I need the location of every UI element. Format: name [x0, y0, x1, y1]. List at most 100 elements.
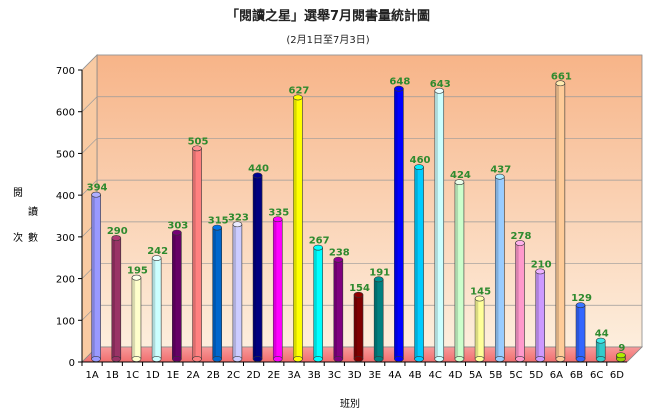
bar-5B [494, 173, 505, 362]
bar-shade [111, 238, 115, 359]
y-tick-label: 400 [56, 191, 75, 202]
bar-top-cap [333, 256, 344, 263]
bar-1E [172, 229, 182, 362]
data-label: 154 [349, 283, 370, 294]
bar-3C [333, 256, 344, 362]
bar-5D [535, 268, 545, 362]
bar-4C [434, 87, 445, 362]
data-label: 424 [450, 170, 471, 181]
bar-base-cap [595, 356, 606, 362]
x-tick-label: 5D [529, 370, 543, 381]
data-label: 315 [208, 216, 229, 227]
bar-3A [293, 94, 303, 362]
x-tick-label: 3D [347, 370, 361, 381]
data-label: 238 [329, 248, 350, 259]
bar-4B [414, 164, 424, 362]
x-tick-label: 4A [388, 370, 401, 381]
y-tick-label: 600 [56, 108, 75, 119]
bar-top-cap [131, 274, 142, 281]
data-label: 267 [309, 236, 330, 247]
data-label: 323 [228, 212, 249, 223]
bar-shade [434, 90, 438, 359]
bar-1A [91, 191, 101, 362]
data-label: 290 [107, 226, 128, 237]
data-label: 627 [289, 85, 310, 96]
y-tick-label: 500 [56, 149, 75, 160]
x-tick-label: 5A [469, 370, 482, 381]
gridline [81, 96, 642, 112]
x-tick-label: 2D [247, 370, 261, 381]
bar-4D [454, 179, 465, 362]
bar-shade [515, 243, 519, 359]
bars [91, 80, 626, 362]
x-axis: 1A 1B 1C 1D 1E 2A 2B 2C 2D 2E 3A 3B 3C 3D 3E 4A 4B 4C 4D 5A… [81, 361, 627, 381]
bar-top-cap [434, 87, 445, 94]
bar-base-cap [313, 356, 323, 362]
bar-shade [232, 224, 237, 359]
bar-top-cap [272, 216, 283, 223]
x-tick-label: 3E [368, 370, 381, 381]
bar-shade [131, 277, 136, 359]
bar-shade [394, 88, 398, 359]
bar-base-cap [333, 356, 344, 362]
data-label: 145 [470, 287, 491, 298]
bar-4A [394, 85, 404, 362]
x-axis-title: 班別 [340, 398, 360, 410]
data-label: 460 [410, 155, 431, 166]
data-label: 129 [571, 293, 592, 304]
data-label: 437 [490, 165, 511, 176]
data-label: 335 [268, 207, 289, 218]
data-label: 9 [618, 343, 625, 354]
bar-shade [475, 298, 479, 359]
x-tick-label: 6D [610, 370, 624, 381]
data-label: 242 [147, 246, 168, 257]
bar-base-cap [434, 356, 445, 362]
bar-shade [152, 258, 156, 359]
x-tick-label: 2C [227, 370, 240, 381]
bar-top-cap [454, 179, 465, 186]
bar-base-cap [515, 356, 525, 362]
bar-shade [555, 83, 560, 360]
bar-3E [373, 276, 384, 362]
bar-top-cap [595, 337, 606, 344]
gridline [81, 138, 642, 154]
x-tick-label: 1B [106, 370, 119, 381]
bar-shade [333, 259, 337, 359]
y-axis-title-char: 閱 [13, 187, 23, 199]
bar-top-cap [172, 229, 182, 236]
bar-base-cap [454, 356, 465, 362]
bar-top-cap [313, 244, 323, 251]
y-axis-title-char: 讀 [28, 205, 38, 218]
x-tick-label: 1A [85, 370, 98, 381]
data-label: 394 [87, 183, 108, 194]
bar-2C [232, 221, 243, 362]
chart-subtitle: (2月1日至7月3日) [286, 34, 369, 46]
data-label: 210 [531, 259, 552, 270]
x-tick-label: 1D [146, 370, 160, 381]
y-axis: 0 100 200 300 400 500 600 700 [56, 66, 83, 369]
bar-base-cap [232, 356, 243, 362]
bar-base-cap [555, 356, 566, 362]
bar-shade [293, 97, 297, 360]
x-tick-label: 5C [509, 370, 522, 381]
y-tick-label: 0 [69, 358, 75, 369]
bar-top-cap [616, 352, 626, 359]
bar-2E [272, 216, 283, 362]
data-label: 648 [389, 77, 410, 88]
bar-top-cap [373, 276, 384, 283]
x-tick-label: 6A [550, 370, 563, 381]
bar-top-cap [151, 255, 162, 261]
data-label: 303 [167, 221, 188, 232]
bar-shade [313, 247, 317, 359]
bar-5A [474, 295, 485, 362]
bar-top-cap [535, 268, 545, 275]
x-tick-label: 4C [429, 370, 442, 381]
bar-3D [353, 291, 364, 362]
bar-2A [192, 145, 202, 362]
bar-2D [252, 172, 263, 362]
bar-3B [313, 244, 323, 362]
bar-base-cap [535, 356, 545, 362]
bar-shade [172, 232, 176, 359]
bar-2B [212, 224, 223, 362]
